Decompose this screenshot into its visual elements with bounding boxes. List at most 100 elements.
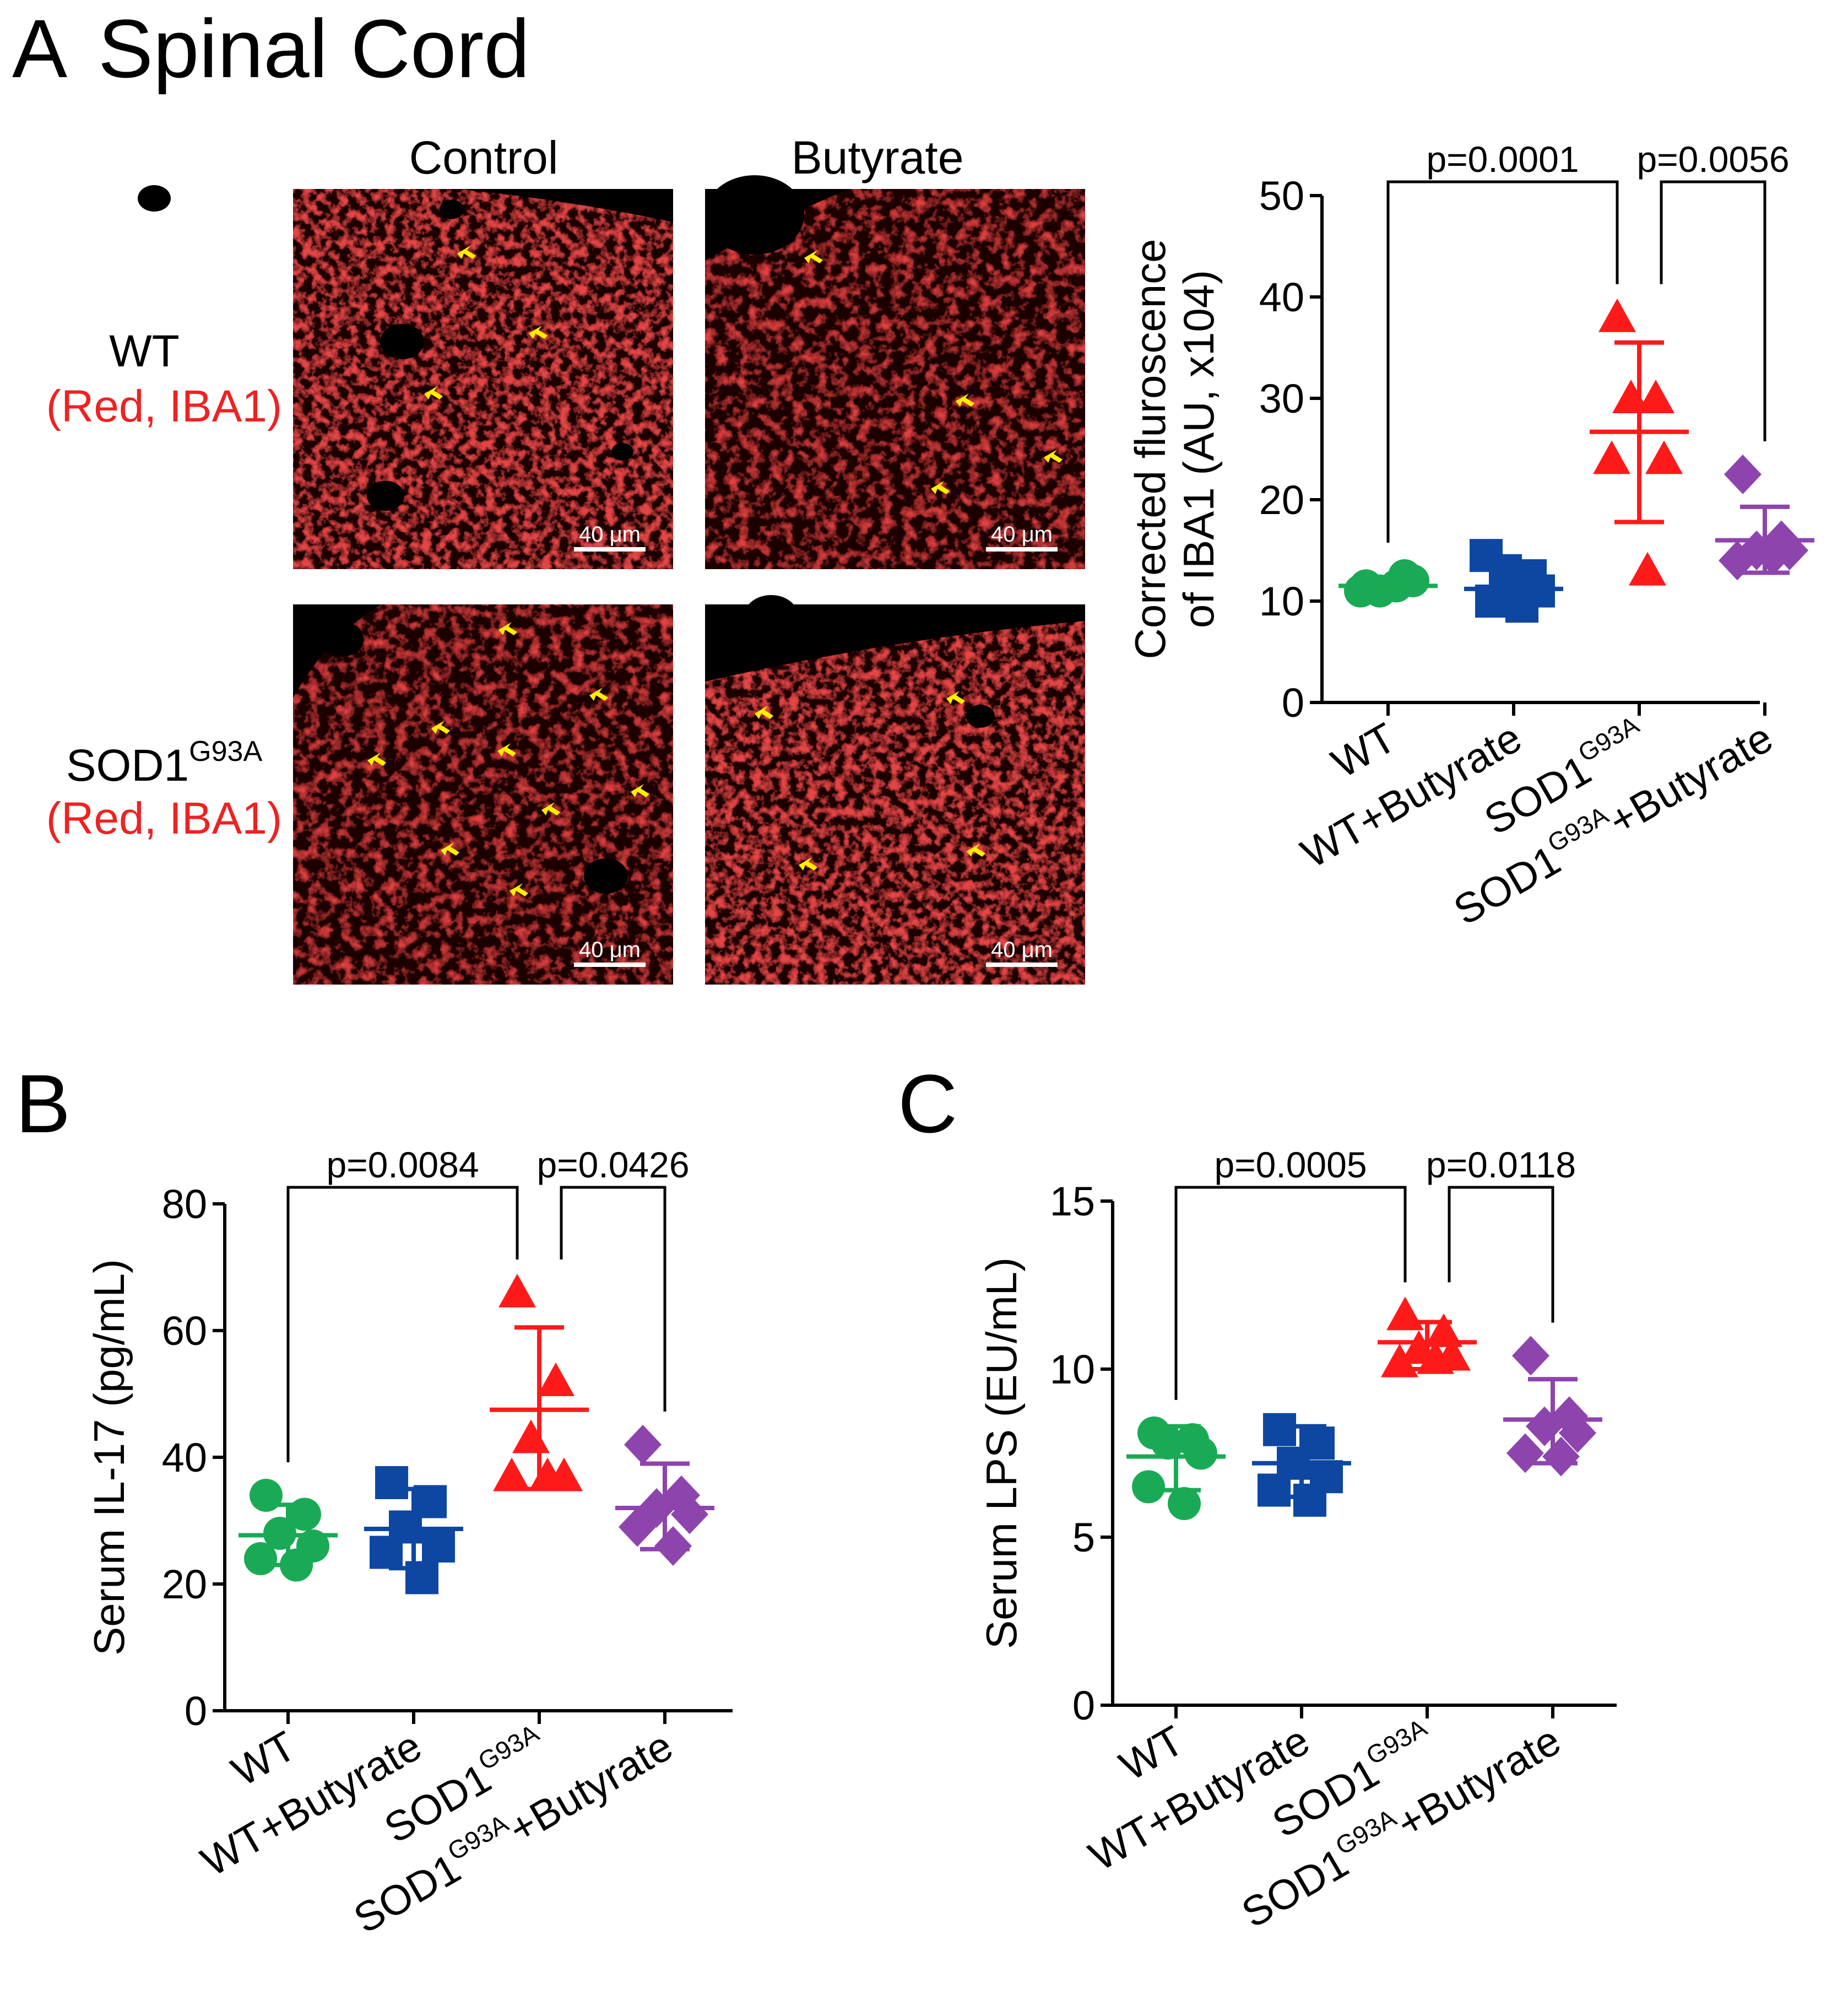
series-sod1 <box>490 1274 589 1491</box>
y-tick-label: 40 <box>1259 274 1304 320</box>
y-tick-label: 80 <box>162 1181 207 1227</box>
series-sod1 <box>1590 298 1689 586</box>
series-sod1-butyrate <box>615 1425 714 1566</box>
data-point <box>1629 552 1666 586</box>
series-wt <box>1338 559 1438 608</box>
y-axis-label: Serum LPS (EU/mL) <box>977 1257 1026 1649</box>
x-tick-label-base: SOD1 <box>1446 837 1568 934</box>
x-tick-label-sup: G93A <box>1361 1713 1432 1770</box>
tissue-hole <box>367 480 404 511</box>
data-point <box>537 1363 575 1396</box>
series-wt <box>1126 1416 1226 1520</box>
y-tick-label: 20 <box>1259 477 1304 523</box>
tissue-hole <box>966 705 995 728</box>
data-point <box>512 1419 550 1453</box>
data-point <box>1184 1436 1217 1470</box>
x-tick-label-base: SOD1 <box>346 1845 468 1943</box>
row-genotype-sod1-base: SOD1 <box>66 740 189 791</box>
arrow-icon <box>631 784 649 797</box>
bracket-line <box>560 1186 666 1412</box>
data-point <box>1637 380 1674 413</box>
x-tick-label-base: SOD1 <box>1234 1840 1356 1937</box>
series-wt-butyrate <box>1252 1413 1351 1517</box>
row-stain-sod1: (Red, IBA1) <box>46 793 282 844</box>
data-point <box>1505 590 1538 623</box>
tissue-hole <box>138 185 171 212</box>
bracket-line <box>1174 1186 1407 1400</box>
y-tick-label: 30 <box>1259 376 1304 421</box>
y-tick-label: 5 <box>1072 1515 1095 1560</box>
y-tick-label: 20 <box>162 1561 207 1607</box>
panel-a-title: Spinal Cord <box>98 2 530 95</box>
arrow-icon <box>498 622 517 635</box>
p-value-label: p=0.0426 <box>536 1144 689 1185</box>
scale-bar-label: 40 μm <box>579 938 641 962</box>
bracket-line <box>286 1186 519 1462</box>
data-point <box>1512 1336 1549 1376</box>
column-label-butyrate: Butyrate <box>792 132 964 183</box>
p-value-label: p=0.0118 <box>1426 1144 1576 1185</box>
significance-bracket: p=0.0118 <box>1426 1144 1576 1323</box>
y-tick-label: 60 <box>162 1308 207 1354</box>
bracket-line <box>1386 180 1619 543</box>
p-value-label: p=0.0084 <box>326 1144 479 1185</box>
data-point <box>1598 298 1636 332</box>
panel-a-letter: A <box>12 2 67 95</box>
y-tick-label: 10 <box>1259 579 1304 624</box>
p-value-label: p=0.0056 <box>1636 139 1789 180</box>
column-label-control: Control <box>409 132 559 183</box>
significance-bracket: p=0.0084 <box>286 1144 519 1462</box>
arrow-icon <box>510 883 528 896</box>
row-label-sod1: SOD1G93A (Red, IBA1) <box>46 736 282 844</box>
p-value-label: p=0.0005 <box>1214 1144 1367 1185</box>
significance-bracket: p=0.0056 <box>1636 139 1790 441</box>
arrow-icon <box>497 743 516 756</box>
row-stain-wt: (Red, IBA1) <box>46 381 282 431</box>
micrograph-sod1-control: 40 μm <box>293 604 673 985</box>
data-point <box>1168 1487 1201 1520</box>
data-point <box>422 1529 455 1563</box>
tissue-hole <box>611 443 633 461</box>
y-tick-label: 10 <box>1050 1347 1095 1392</box>
arrow-icon <box>804 250 823 263</box>
row-genotype-sod1-sup: G93A <box>189 736 262 767</box>
data-point <box>654 1526 692 1566</box>
arrow-icon <box>946 691 965 704</box>
panel-b-letter: B <box>15 1057 71 1150</box>
arrow-icon <box>541 802 560 815</box>
arrow-icon <box>755 706 773 719</box>
data-point <box>1263 1413 1296 1446</box>
y-tick-label: 0 <box>185 1688 207 1734</box>
significance-bracket: p=0.0005 <box>1174 1144 1407 1400</box>
data-point <box>244 1542 277 1575</box>
arrow-icon <box>956 393 974 407</box>
p-value-label: p=0.0001 <box>1426 139 1579 180</box>
micrograph-wt-control: 40 μm <box>138 185 673 569</box>
arrow-icon <box>589 688 608 701</box>
series-sod1-butyrate <box>1715 455 1814 581</box>
series-wt <box>239 1479 338 1582</box>
arrow-icon <box>1044 450 1063 463</box>
y-tick-label: 0 <box>1072 1683 1095 1728</box>
panel-c-letter: C <box>898 1057 957 1150</box>
row-genotype-wt: WT <box>109 326 179 376</box>
arrow-icon <box>931 481 950 494</box>
data-point <box>624 1425 662 1464</box>
tissue-hole <box>705 175 804 255</box>
scale-bar-label: 40 μm <box>991 522 1053 547</box>
arrow-icon <box>967 844 985 857</box>
data-point <box>1719 540 1756 581</box>
micrograph-sod1-butyrate: 40 μm <box>705 595 1085 985</box>
data-point <box>1386 1296 1424 1331</box>
significance-bracket: p=0.0426 <box>536 1144 690 1412</box>
data-point <box>1293 1483 1326 1517</box>
tissue-hole <box>584 858 628 894</box>
row-genotype-sod1: SOD1G93A <box>66 736 263 791</box>
x-tick-label: WT <box>1324 714 1404 787</box>
x-tick-label-base: WT <box>224 1722 304 1796</box>
y-tick-label: 50 <box>1259 173 1304 219</box>
micrograph-image <box>293 189 673 569</box>
scale-bar-label: 40 μm <box>579 522 641 547</box>
bracket-line <box>1448 1186 1554 1323</box>
data-point <box>671 1494 708 1534</box>
